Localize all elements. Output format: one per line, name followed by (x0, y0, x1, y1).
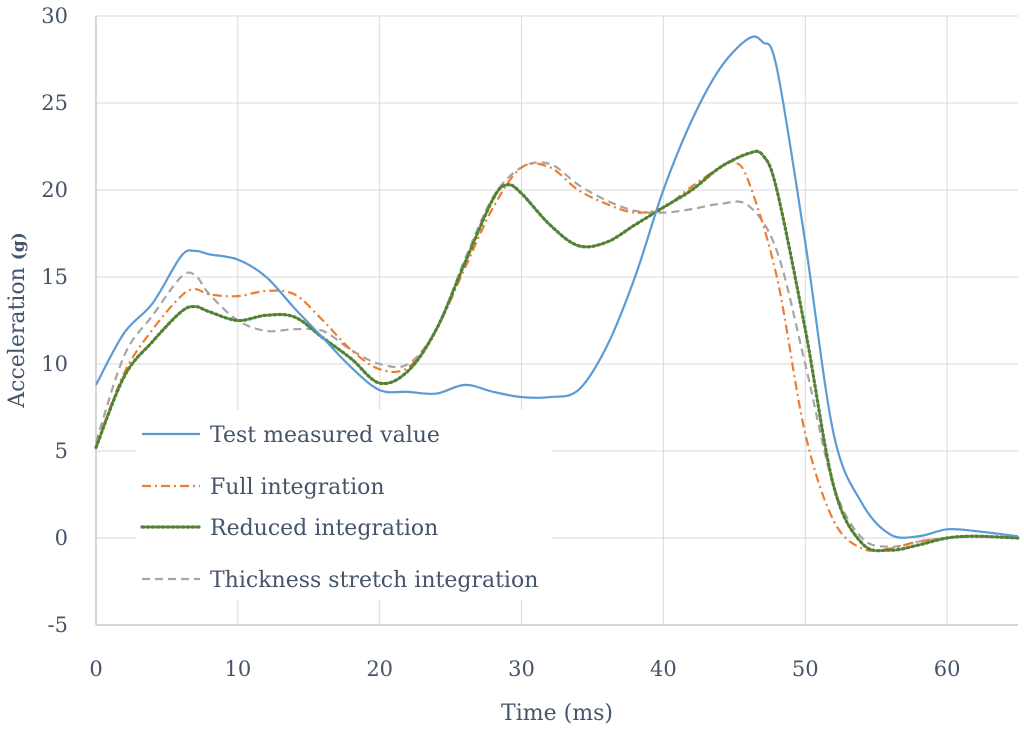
y-axis-title-main: Acceleration (5, 260, 30, 409)
y-tick-label: 30 (41, 4, 68, 28)
legend-label: Test measured value (210, 423, 440, 448)
y-axis-title-unit: (g) (9, 232, 29, 260)
series-line-test-measured-value (95, 35, 1019, 539)
x-tick-label: 0 (89, 657, 102, 681)
y-tick-label: 10 (41, 352, 68, 376)
y-tick-label: 5 (55, 439, 68, 463)
x-tick-label: 10 (224, 657, 251, 681)
legend-items: Test measured value Full integration Reduc… (140, 423, 538, 593)
series-lines (94, 35, 1020, 553)
x-tick-label: 20 (366, 657, 393, 681)
series-line-reduced-integration (94, 149, 1020, 553)
y-tick-label: -5 (48, 613, 68, 637)
y-tick-labels: -5 0 5 10 15 20 25 30 (41, 4, 68, 637)
y-tick-label: 25 (41, 91, 68, 115)
x-tick-label: 40 (650, 657, 677, 681)
y-tick-label: 20 (41, 178, 68, 202)
legend-label: Reduced integration (210, 516, 438, 541)
x-tick-label: 60 (934, 657, 961, 681)
series-line-full-integration (94, 160, 1019, 552)
legend-background (136, 410, 552, 600)
legend-label: Full integration (210, 475, 385, 500)
y-axis-title: Acceleration (g) (5, 232, 30, 409)
x-tick-label: 30 (508, 657, 535, 681)
gridlines (95, 15, 1018, 626)
legend: Test measured value Full integration Reduc… (136, 410, 552, 600)
legend-label: Thickness stretch integration (210, 568, 538, 593)
x-axis-title: Time (ms) (501, 701, 613, 726)
x-tick-labels: 0 10 20 30 40 50 60 (89, 657, 960, 681)
series-line-thickness-stretch-integration (94, 161, 1019, 548)
y-tick-label: 0 (55, 526, 68, 550)
y-tick-label: 15 (41, 265, 68, 289)
x-tick-label: 50 (792, 657, 819, 681)
